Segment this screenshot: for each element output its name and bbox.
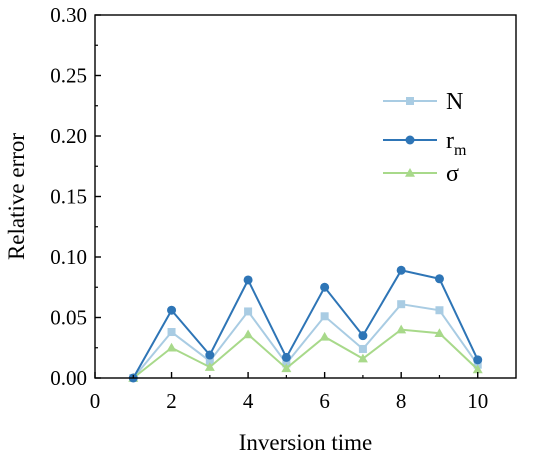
data-point-s2-3 bbox=[243, 329, 254, 339]
data-point-s2-1 bbox=[166, 342, 177, 352]
data-point-s1-5 bbox=[320, 282, 330, 292]
legend-label-0: N bbox=[446, 89, 463, 115]
y-tick-label-0: 0.00 bbox=[50, 366, 87, 390]
data-point-s0-6 bbox=[358, 344, 367, 353]
data-point-s1-3 bbox=[243, 275, 253, 285]
series-line-1 bbox=[132, 269, 479, 379]
x-tick-label-0: 0 bbox=[90, 389, 101, 413]
legend-marker-1 bbox=[405, 135, 415, 145]
data-point-s1-9 bbox=[473, 355, 483, 365]
y-axis-label: Relative error bbox=[4, 133, 29, 260]
data-point-s2-9 bbox=[472, 364, 483, 374]
legend-label-2: σ bbox=[446, 161, 459, 187]
x-tick-label-4: 8 bbox=[396, 389, 407, 413]
data-point-s1-1 bbox=[167, 305, 177, 315]
y-tick-label-6: 0.30 bbox=[50, 3, 87, 27]
legend-marker-0 bbox=[406, 97, 414, 105]
chart-marks bbox=[128, 265, 483, 383]
data-point-s1-4 bbox=[281, 352, 291, 362]
x-tick-label-1: 2 bbox=[166, 389, 177, 413]
y-tick-label-1: 0.05 bbox=[50, 306, 87, 330]
data-point-s1-7 bbox=[396, 265, 406, 275]
data-point-s1-6 bbox=[358, 331, 368, 341]
data-point-s0-3 bbox=[244, 307, 253, 316]
data-point-s2-6 bbox=[357, 353, 368, 363]
data-point-s0-5 bbox=[320, 312, 329, 321]
series-line-0 bbox=[132, 303, 479, 379]
data-point-s0-7 bbox=[397, 300, 406, 309]
y-tick-label-5: 0.25 bbox=[50, 64, 87, 88]
data-point-s0-2 bbox=[205, 357, 214, 366]
data-point-s2-2 bbox=[204, 362, 215, 371]
x-axis-label: Inversion time bbox=[239, 430, 373, 455]
series-line-2 bbox=[132, 328, 479, 379]
legend-label-1: rm bbox=[446, 128, 467, 159]
data-point-s2-4 bbox=[281, 363, 292, 373]
chart-axes: 0.00 0.05 0.10 0.15 0.20 0.25 0.30 0 2 4 6 8 10 Inver… bbox=[4, 3, 517, 455]
y-tick-label-2: 0.10 bbox=[50, 245, 87, 269]
legend-label-1-sub: m bbox=[454, 142, 467, 159]
legend-label-1-main: r bbox=[446, 128, 454, 154]
data-point-s0-1 bbox=[167, 328, 176, 337]
data-point-s1-8 bbox=[434, 274, 444, 284]
x-tick-label-2: 4 bbox=[243, 389, 254, 413]
legend-marker-2 bbox=[405, 168, 415, 177]
data-point-s0-8 bbox=[435, 306, 444, 315]
y-tick-label-4: 0.20 bbox=[50, 124, 87, 148]
x-tick-label-3: 6 bbox=[319, 389, 330, 413]
x-tick-label-5: 10 bbox=[467, 389, 488, 413]
y-tick-label-3: 0.15 bbox=[50, 185, 87, 209]
data-point-s2-7 bbox=[396, 324, 407, 334]
data-point-s2-5 bbox=[319, 331, 330, 341]
data-point-s1-2 bbox=[205, 350, 215, 360]
data-point-s2-8 bbox=[434, 328, 445, 337]
